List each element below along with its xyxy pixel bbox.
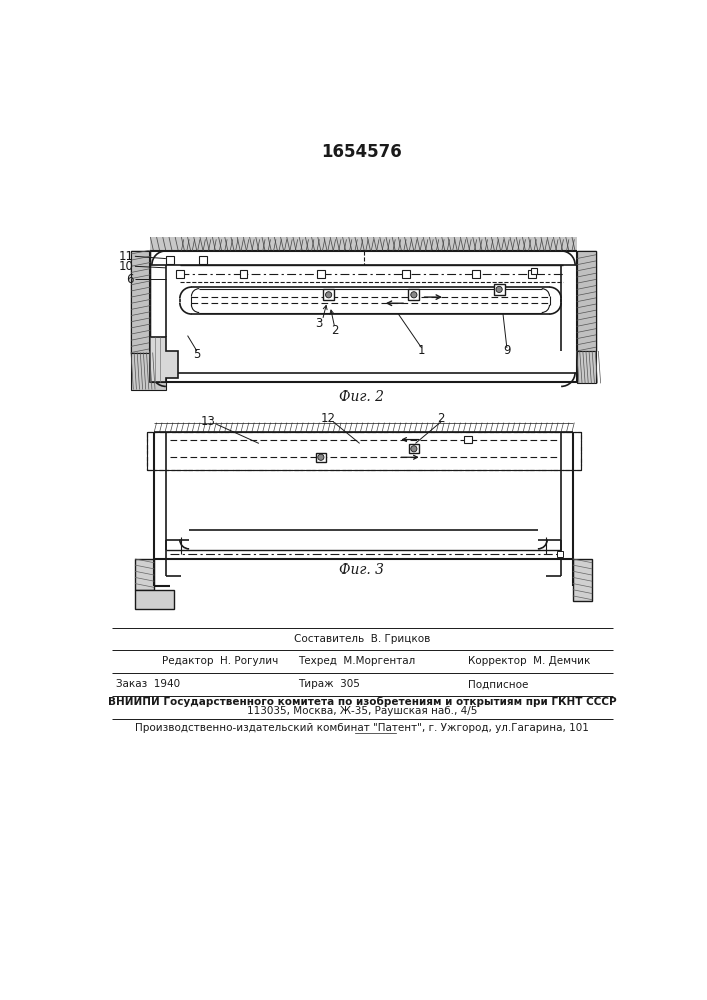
Text: 6: 6	[126, 273, 134, 286]
Bar	[409, 444, 419, 453]
Polygon shape	[577, 351, 596, 383]
Text: 9: 9	[503, 344, 510, 358]
Text: Заказ  1940: Заказ 1940	[115, 679, 180, 689]
Bar	[240, 270, 247, 278]
Bar	[146, 432, 580, 470]
Text: 3: 3	[315, 317, 323, 330]
Text: 13: 13	[201, 415, 216, 428]
Text: Производственно-издательский комбинат "Патент", г. Ужгород, ул.Гагарина, 101: Производственно-издательский комбинат "П…	[135, 723, 589, 733]
Polygon shape	[135, 559, 154, 590]
Text: Техред  М.Моргентал: Техред М.Моргентал	[298, 656, 415, 666]
Text: Фиг. 3: Фиг. 3	[339, 563, 385, 577]
Bar	[323, 289, 334, 300]
Bar	[557, 551, 563, 557]
Text: Редактор  Н. Рогулич: Редактор Н. Рогулич	[162, 656, 279, 666]
Bar	[464, 436, 472, 443]
Text: 12: 12	[321, 412, 336, 425]
Text: Подписное: Подписное	[468, 679, 529, 689]
Text: ВНИИПИ Государственного комитета по изобретениям и открытиям при ГКНТ СССР: ВНИИПИ Государственного комитета по изоб…	[107, 697, 617, 707]
Bar	[199, 256, 207, 264]
Bar	[131, 251, 151, 353]
Polygon shape	[573, 559, 592, 601]
Bar	[146, 432, 580, 470]
Polygon shape	[131, 251, 151, 353]
Text: 1: 1	[418, 344, 426, 358]
Text: 11: 11	[118, 250, 134, 263]
Bar	[167, 266, 561, 372]
Bar	[409, 289, 419, 300]
Bar	[531, 268, 537, 274]
Circle shape	[325, 292, 332, 298]
Circle shape	[411, 292, 417, 298]
Polygon shape	[131, 353, 166, 389]
Text: Тираж  305: Тираж 305	[298, 679, 359, 689]
Bar	[317, 270, 325, 278]
Text: 113035, Москва, Ж-35, Раушская наб., 4/5: 113035, Москва, Ж-35, Раушская наб., 4/5	[247, 706, 477, 716]
Text: Фиг. 2: Фиг. 2	[339, 390, 385, 404]
Bar	[577, 251, 596, 351]
Bar	[493, 284, 505, 295]
Bar	[166, 256, 174, 264]
Text: 2: 2	[437, 412, 445, 425]
Bar	[316, 453, 325, 462]
Polygon shape	[135, 590, 174, 609]
Circle shape	[317, 454, 324, 460]
Text: 1654576: 1654576	[322, 143, 402, 161]
Bar	[528, 270, 535, 278]
Polygon shape	[577, 251, 596, 351]
Polygon shape	[151, 337, 177, 382]
Bar	[472, 270, 480, 278]
Circle shape	[496, 286, 502, 292]
Text: 10: 10	[119, 260, 134, 273]
Text: Составитель  В. Грицков: Составитель В. Грицков	[294, 634, 430, 644]
Bar	[151, 237, 577, 251]
Bar	[402, 270, 410, 278]
Bar	[176, 270, 184, 278]
Text: 2: 2	[331, 324, 339, 337]
Circle shape	[411, 446, 417, 452]
Text: Корректор  М. Демчик: Корректор М. Демчик	[468, 656, 590, 666]
Text: 5: 5	[193, 348, 201, 361]
